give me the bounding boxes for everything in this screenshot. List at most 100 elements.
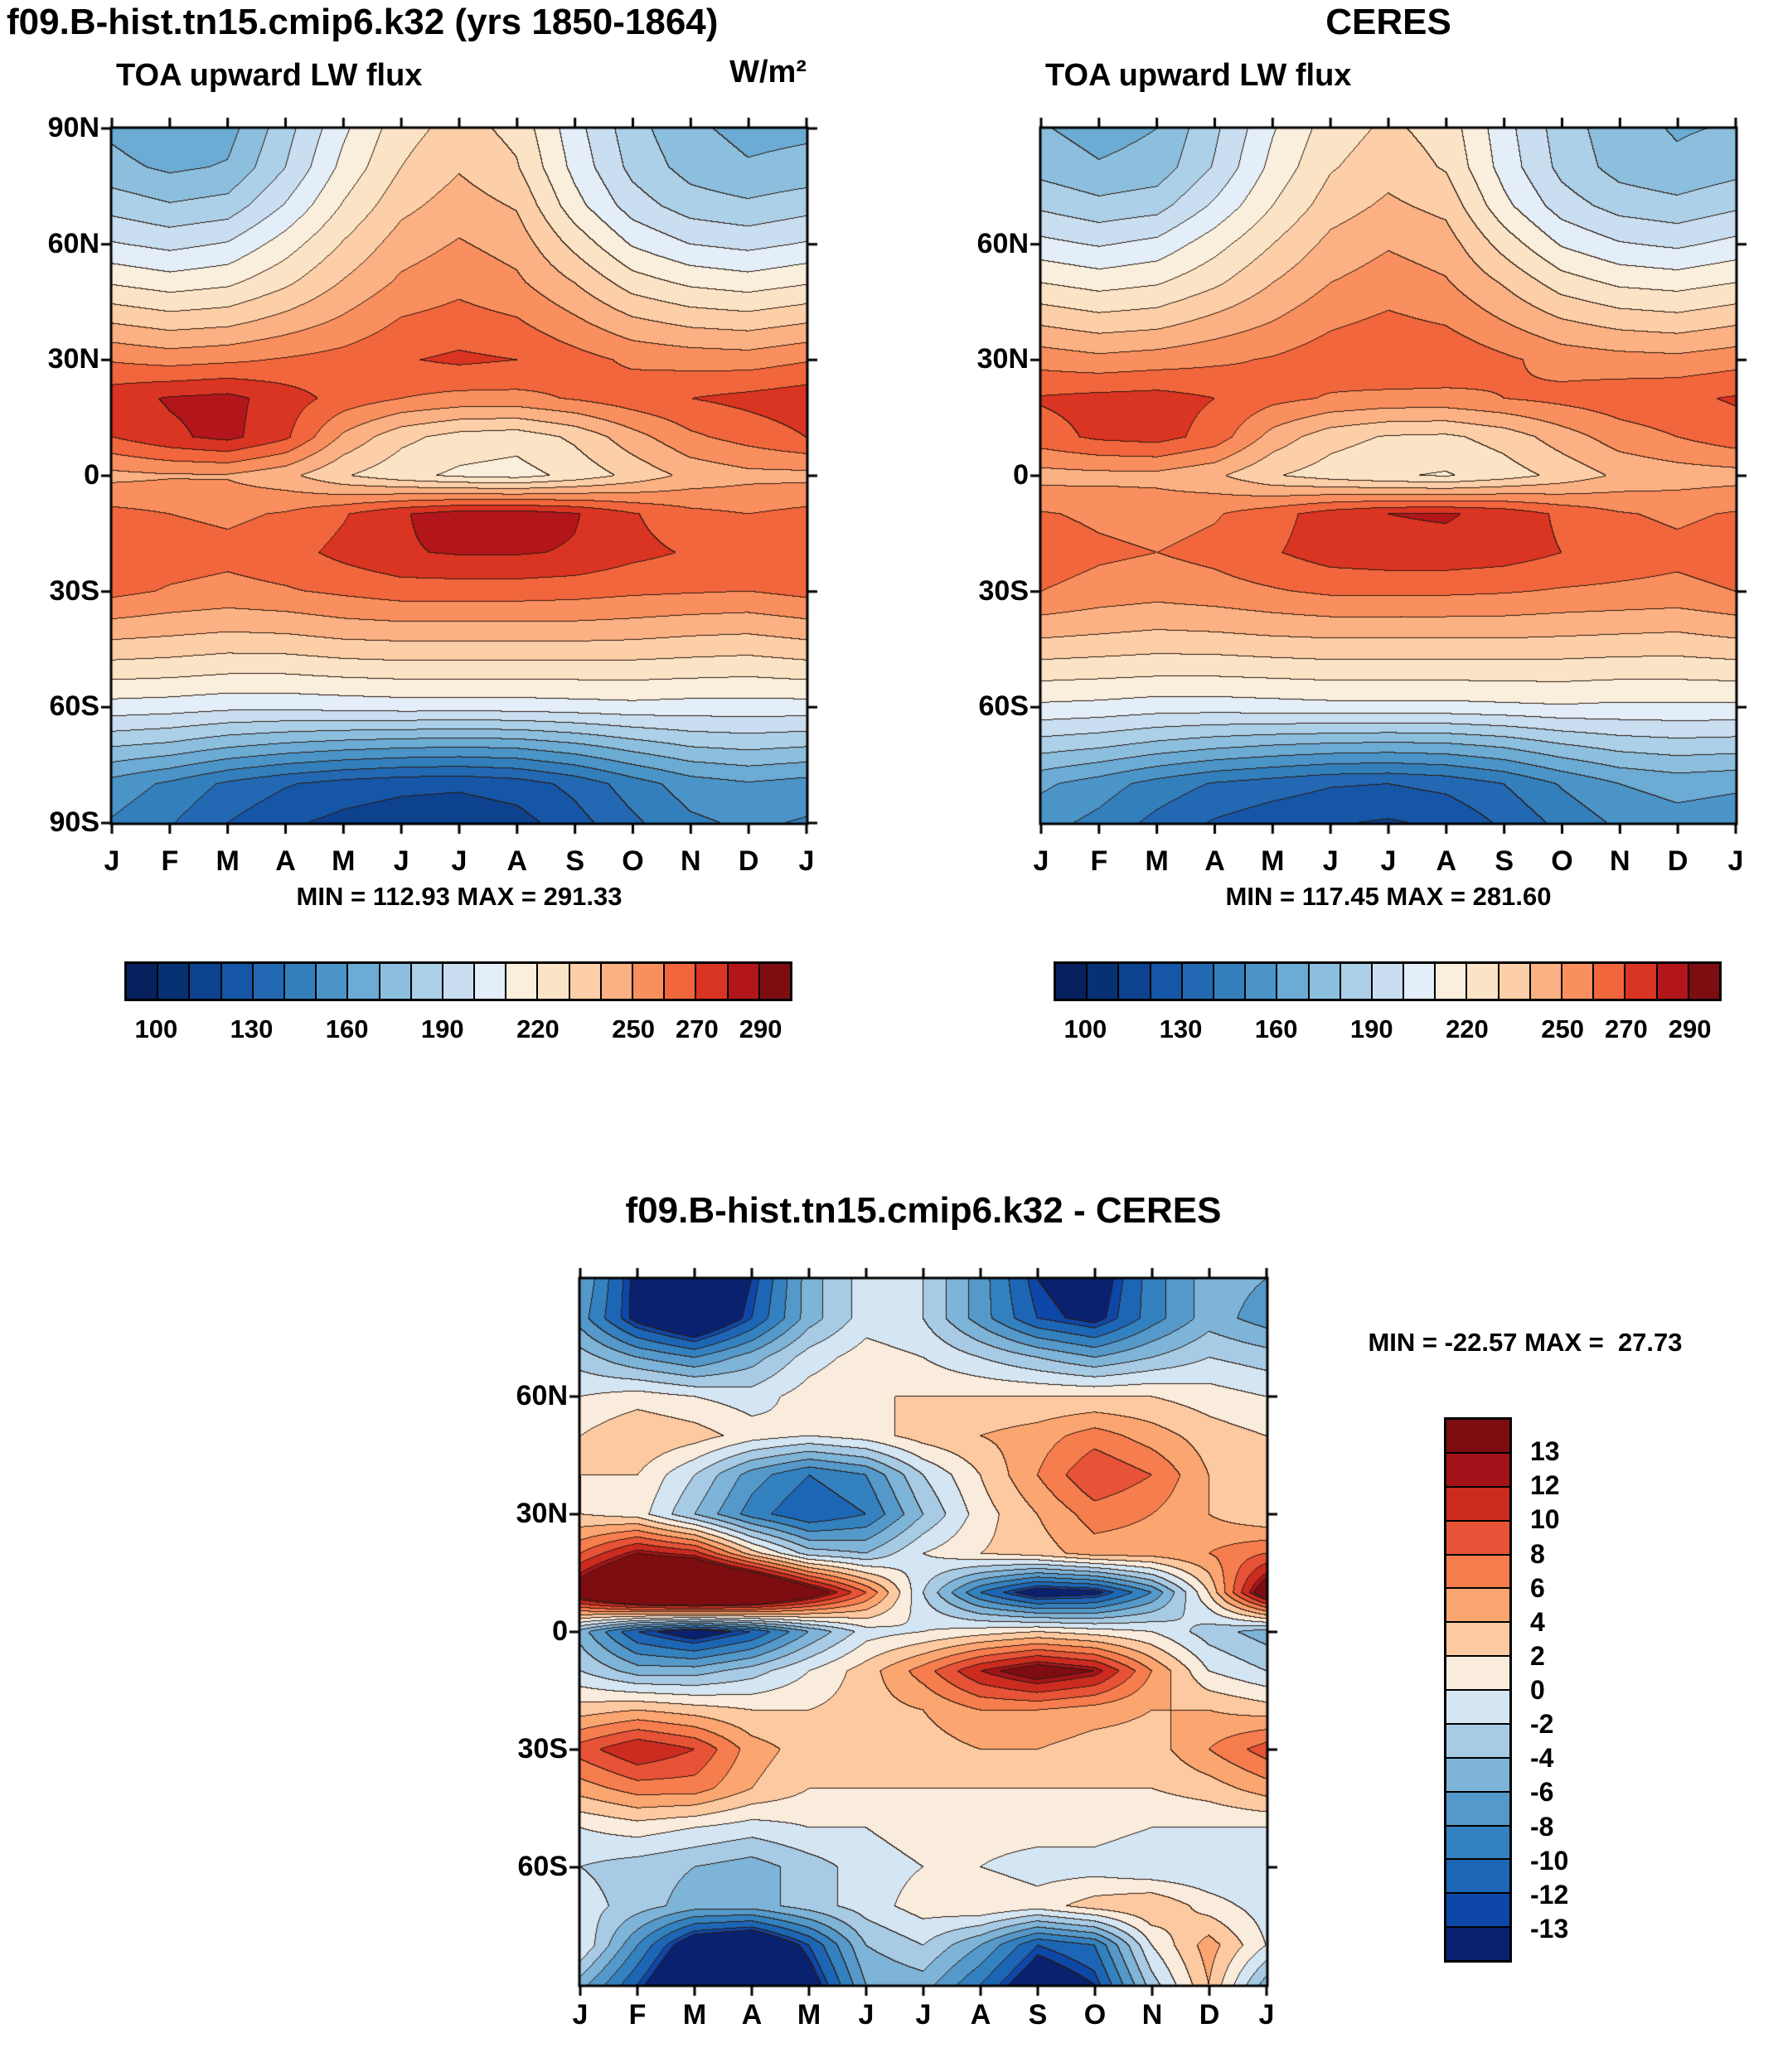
month-label: J	[104, 845, 120, 877]
colorbar-cell	[1687, 964, 1719, 999]
lat-label: 60N	[47, 227, 99, 259]
diff-heatmap-plot	[567, 1266, 1280, 1998]
colorbar-cell	[251, 964, 283, 999]
colorbar-tick-label: 290	[1668, 1014, 1712, 1043]
colorbar-cell	[315, 964, 347, 999]
colorbar-cell	[1339, 964, 1371, 999]
month-label: S	[1495, 845, 1514, 877]
colorbar-tick-label: -13	[1530, 1913, 1569, 1944]
month-label: J	[451, 845, 468, 877]
month-label: A	[1436, 845, 1457, 877]
month-label: A	[275, 845, 296, 877]
lat-label: 0	[552, 1615, 568, 1647]
lat-label: 30N	[516, 1498, 568, 1529]
month-label: M	[1261, 845, 1285, 877]
colorbar-tick-label: -10	[1530, 1845, 1569, 1876]
month-label: D	[738, 845, 759, 877]
month-label: N	[1610, 845, 1630, 877]
colorbar-tick-label: 8	[1530, 1538, 1545, 1569]
colorbar-tick-label: 220	[1446, 1014, 1489, 1043]
colorbar-tick-label: -12	[1530, 1879, 1569, 1910]
colorbar-cell	[505, 964, 537, 999]
month-label: F	[161, 845, 179, 877]
month-label: A	[506, 845, 528, 877]
ceres-subtitle: TOA upward LW flux	[1045, 58, 1352, 93]
colorbar-cell	[1446, 1655, 1509, 1689]
ceres-title: CERES	[1325, 2, 1451, 42]
colorbar-tick-label: 130	[1159, 1014, 1203, 1043]
colorbar-tick-label: -2	[1530, 1709, 1554, 1740]
diff-title: f09.B-hist.tn15.cmip6.k32 - CERES	[625, 1190, 1222, 1231]
colorbar-tick-label: 160	[1254, 1014, 1298, 1043]
month-label: S	[565, 845, 584, 877]
colorbar-cell	[1446, 1892, 1509, 1927]
colorbar-tick-label: 250	[1541, 1014, 1584, 1043]
colorbar-cell	[1624, 964, 1656, 999]
colorbar-cell	[1446, 1790, 1509, 1825]
colorbar-tick-label: 190	[1349, 1014, 1393, 1043]
colorbar-cell	[1403, 964, 1435, 999]
colorbar-tick-label: 220	[516, 1014, 560, 1043]
month-label: J	[1727, 845, 1744, 877]
colorbar-cell	[599, 964, 632, 999]
colorbar-cell	[127, 964, 157, 999]
colorbar-cells	[1054, 961, 1722, 1001]
colorbar-cell	[1446, 1722, 1509, 1757]
lat-label: 30N	[976, 343, 1029, 375]
colorbar-cell	[220, 964, 252, 999]
colorbar-tick-label: -8	[1530, 1811, 1554, 1842]
colorbar-tick-label: 190	[420, 1014, 464, 1043]
month-label: O	[1083, 1999, 1107, 2031]
colorbar-tick-label: 12	[1530, 1470, 1560, 1501]
month-label: M	[682, 1999, 707, 2031]
diff-colorbar: 13 12 10 8 6 4 2 0 -2 -4 -6 -8 -10 -12 -13	[1444, 1417, 1568, 1963]
lat-label: 60N	[516, 1380, 568, 1411]
month-label: M	[797, 1999, 821, 2031]
colorbar-cell	[1086, 964, 1118, 999]
colorbar-cell	[1497, 964, 1529, 999]
ceres-colorbar: 100 130 160 190 220 250 270 290	[1054, 961, 1722, 1043]
colorbar-tick-label: 0	[1530, 1675, 1545, 1705]
colorbar-tick-label: 290	[739, 1014, 782, 1043]
model-heatmap-plot	[99, 115, 820, 836]
lat-label: 30S	[517, 1733, 569, 1765]
colorbar-cell	[441, 964, 474, 999]
month-label: J	[798, 845, 815, 877]
month-label: D	[1667, 845, 1688, 877]
colorbar-tick-label: 2	[1530, 1640, 1545, 1671]
month-label: M	[1145, 845, 1169, 877]
colorbar-cell	[632, 964, 664, 999]
model-subtitle: TOA upward LW flux	[116, 58, 423, 93]
colorbar-cell	[1561, 964, 1593, 999]
colorbar-cell	[1446, 1621, 1509, 1656]
colorbar-cell	[157, 964, 189, 999]
month-label: S	[1028, 1999, 1048, 2031]
colorbar-cell	[1276, 964, 1308, 999]
colorbar-cell	[663, 964, 695, 999]
colorbar-cell	[536, 964, 569, 999]
colorbar-cell	[1446, 1420, 1509, 1452]
month-label: O	[1551, 845, 1573, 877]
colorbar-tick-label: 10	[1530, 1504, 1560, 1535]
month-label: J	[572, 1999, 589, 2031]
colorbar-cell	[695, 964, 727, 999]
colorbar-cells	[124, 961, 792, 1001]
lat-label: 30S	[49, 574, 100, 607]
ceres-heatmap-plot	[1028, 115, 1749, 836]
colorbar-cell	[1446, 1485, 1509, 1520]
lat-label: 90N	[47, 112, 99, 143]
colorbar-cell	[1528, 964, 1561, 999]
colorbar-cell	[1446, 1824, 1509, 1859]
colorbar-cell	[1446, 1553, 1509, 1588]
month-label: J	[1258, 1999, 1275, 2031]
lat-label: 90S	[49, 806, 100, 838]
month-label: J	[858, 1999, 874, 2031]
colorbar-tick-label: 250	[612, 1014, 655, 1043]
lat-label: 0	[1013, 459, 1029, 491]
colorbar-cell	[1056, 964, 1087, 999]
lat-label: 60S	[49, 690, 100, 723]
colorbar-tick-label: 100	[1063, 1014, 1107, 1043]
model-minmax-stats: MIN = 112.93 MAX = 291.33	[296, 882, 623, 911]
month-label: N	[681, 845, 701, 877]
